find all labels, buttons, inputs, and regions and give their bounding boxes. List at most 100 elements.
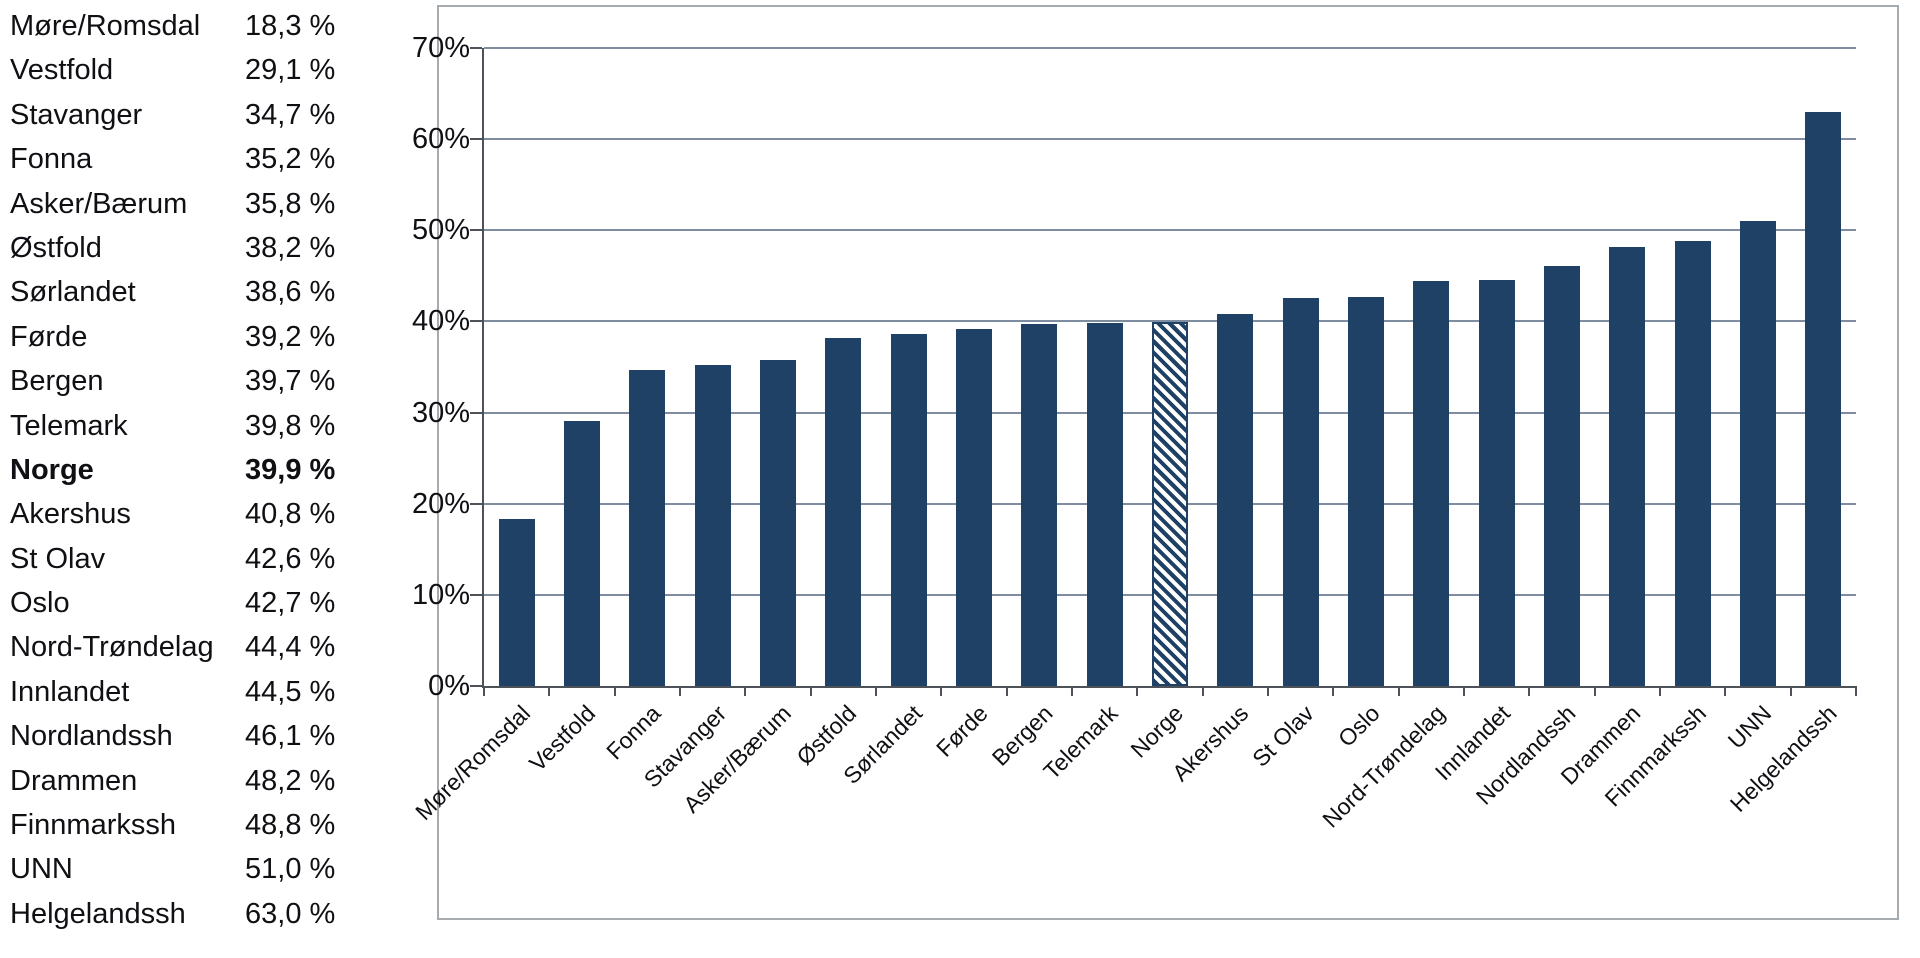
x-axis-tick (1463, 686, 1465, 696)
bar-slot: St Olav (1247, 48, 1333, 772)
bar-slot: Stavanger (639, 48, 745, 793)
table-row-label: Møre/Romsdal (10, 10, 201, 42)
bar (890, 334, 927, 686)
table-row-label: Førde (10, 320, 88, 353)
table-row-label: Sørlandet (10, 276, 136, 309)
table-row: Sørlandet 38,6 % (10, 270, 340, 314)
bar (1674, 241, 1711, 686)
y-axis-tick (470, 593, 482, 596)
region-data-table: Møre/Romsdal 18,3 % Vestfold 29,1 % Stavange… (10, 4, 340, 936)
y-gridline (484, 138, 1856, 141)
y-axis-label: 70% (411, 32, 470, 64)
bar-slot: Akershus (1167, 48, 1268, 786)
table-row-label: Helgelandssh (10, 897, 186, 930)
x-axis-label: UNN (1722, 700, 1777, 754)
table-row: Telemark 39,8 % (10, 404, 340, 448)
bar (1478, 280, 1515, 686)
bar (956, 328, 992, 686)
table-row-label: Asker/Bærum (10, 187, 188, 220)
table-row: Fonna 35,2 % (10, 137, 340, 181)
table-row-value: 46,1 % (245, 720, 336, 753)
x-axis-tick (678, 686, 681, 696)
table-row: Akershus 40,8 % (10, 492, 340, 536)
x-axis-tick (483, 686, 485, 696)
bar (1347, 296, 1384, 686)
table-row: Oslo 42,7 % (10, 581, 340, 625)
table-row-value: 39,9 % (245, 453, 336, 486)
x-axis-tick (1071, 686, 1073, 696)
table-row-label: Stavanger (10, 98, 143, 131)
y-axis-label: 20% (411, 487, 470, 520)
bar-slot: Førde (931, 48, 1006, 762)
bar (1021, 324, 1058, 686)
table-row-value: 42,7 % (245, 587, 336, 620)
bar-slot: Finnmarkssh (1599, 48, 1725, 811)
table-row-label: Nord-Trøndelag (10, 631, 214, 664)
bar-slot: Sørlandet (838, 48, 941, 789)
y-axis-label: 40% (411, 305, 470, 338)
bar (1609, 246, 1646, 686)
bar (1282, 297, 1319, 686)
bar (1805, 111, 1842, 686)
bar-slot: Vestfold (524, 48, 614, 776)
table-row-label: Telemark (10, 409, 128, 442)
y-axis-label: 50% (411, 214, 470, 247)
bar (694, 365, 731, 686)
bar-chart-frame: 0% 10% 20% 30% 40% 50% 60% 70% Møre/Romsdal Vestf… (410, 5, 1899, 920)
table-row-label: Norge (10, 453, 94, 486)
bar (1086, 323, 1123, 686)
table-row-value: 48,2 % (245, 764, 336, 797)
table-row-value: 44,5 % (245, 675, 336, 708)
x-axis-tick (1201, 686, 1204, 696)
table-row: Førde 39,2 % (10, 315, 340, 359)
table-row: Bergen 39,7 % (10, 359, 340, 403)
y-axis-tick (470, 229, 482, 232)
bar-slot: Drammen (1556, 48, 1660, 790)
bar-slot: Telemark (1039, 48, 1137, 784)
bar-slot: Bergen (987, 48, 1072, 771)
x-axis-label: St Olav (1247, 700, 1319, 772)
table-row: Helgelandssh 63,0 % (10, 892, 340, 936)
table-row-label: Vestfold (10, 54, 114, 87)
table-row-value: 39,2 % (245, 320, 336, 353)
x-axis-tick (1332, 686, 1335, 696)
bar (629, 369, 666, 686)
y-axis-label: 0% (428, 670, 470, 702)
bar-chart-plot-area: 0% 10% 20% 30% 40% 50% 60% 70% Møre/Romsdal Vestf… (410, 33, 1857, 833)
bar-slot: Innlandet (1430, 48, 1529, 785)
bar (1543, 265, 1580, 686)
y-gridline (484, 229, 1856, 232)
table-row: St Olav 42,6 % (10, 537, 340, 581)
x-axis-tick (1593, 686, 1596, 696)
table-row-value: 38,6 % (245, 276, 336, 309)
bar (1739, 221, 1776, 686)
bar-slot: Nord-Trøndelag (1317, 48, 1464, 833)
y-axis-tick (470, 47, 482, 49)
table-row: Innlandet 44,5 % (10, 670, 340, 714)
x-axis-tick (1266, 686, 1269, 696)
bar-slot: Asker/Bærum (679, 48, 810, 818)
table-row-value: 29,1 % (245, 54, 336, 87)
table-row: Møre/Romsdal 18,3 % (10, 4, 340, 48)
bar-norge-highlighted (1151, 322, 1188, 686)
bar (1413, 281, 1450, 686)
table-row-value: 38,2 % (245, 231, 336, 264)
table-row-value: 39,8 % (245, 409, 336, 442)
table-row-value: 39,7 % (245, 365, 336, 398)
table-row-value: 44,4 % (245, 631, 336, 664)
bar (760, 359, 796, 686)
x-axis-tick (744, 686, 747, 696)
bar-slot: Fonna (601, 48, 680, 765)
table-row-label: Fonna (10, 143, 93, 176)
y-gridline (484, 320, 1856, 323)
x-axis-tick (940, 686, 943, 696)
table-row: Østfold 38,2 % (10, 226, 340, 270)
y-axis-label: 10% (411, 578, 470, 611)
x-axis-tick (1659, 686, 1661, 696)
table-row-label: Drammen (10, 764, 138, 797)
table-row: Vestfold 29,1 % (10, 48, 340, 92)
table-row-value: 63,0 % (245, 897, 336, 930)
x-axis-tick (613, 686, 616, 696)
table-row: Norge 39,9 % (10, 448, 340, 492)
x-axis-tick (1789, 686, 1792, 696)
